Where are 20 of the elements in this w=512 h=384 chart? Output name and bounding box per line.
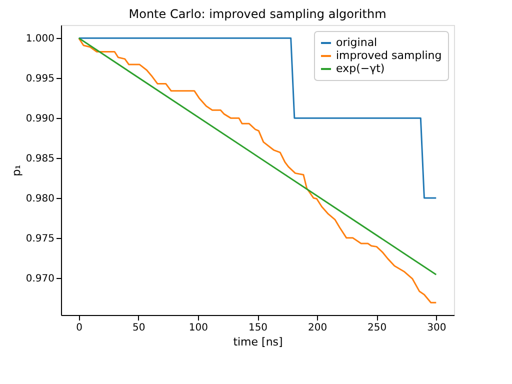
x-tick-label: 200 bbox=[308, 322, 328, 334]
legend-label: improved sampling bbox=[336, 49, 442, 62]
y-tick-label: 0.980 bbox=[26, 193, 54, 204]
x-tick-label: 150 bbox=[248, 322, 268, 334]
y-tick-label: 0.970 bbox=[26, 273, 54, 284]
x-tick-label: 250 bbox=[368, 322, 387, 334]
y-tick-label: 0.975 bbox=[26, 233, 54, 244]
y-tick-label: 0.985 bbox=[26, 154, 54, 165]
x-tick-label: 50 bbox=[132, 322, 146, 334]
y-tick-label: 0.995 bbox=[26, 74, 54, 85]
legend-label: original bbox=[336, 36, 378, 49]
x-tick-label: 300 bbox=[427, 322, 446, 334]
x-tick-label: 0 bbox=[76, 322, 83, 334]
chart-title: Monte Carlo: improved sampling algorithm bbox=[128, 7, 386, 21]
y-axis-title: p₁ bbox=[10, 164, 23, 176]
legend-label: exp(−γt) bbox=[336, 62, 385, 75]
x-tick-label: 100 bbox=[188, 322, 208, 334]
x-axis-title: time [ns] bbox=[233, 336, 283, 348]
y-tick-label: 0.990 bbox=[26, 114, 54, 125]
y-tick-label: 1.000 bbox=[26, 34, 54, 45]
